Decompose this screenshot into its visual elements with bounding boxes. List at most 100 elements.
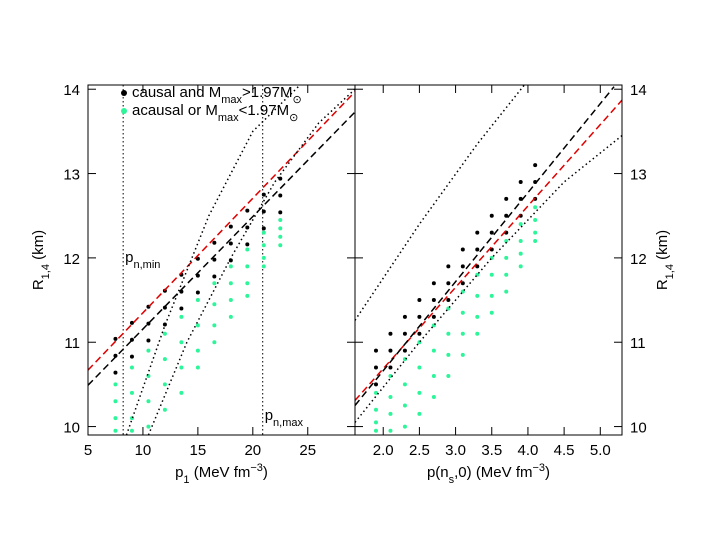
fit-line	[355, 86, 615, 406]
data-point	[162, 382, 167, 387]
fit-line	[88, 111, 355, 386]
data-point	[212, 257, 217, 262]
data-point	[162, 331, 167, 336]
y-tick-label: 13	[630, 167, 647, 184]
data-point	[533, 163, 538, 168]
data-point	[402, 424, 407, 429]
data-point	[146, 348, 151, 353]
data-point	[228, 264, 233, 269]
text-segment: causal and M	[132, 84, 221, 101]
data-point	[261, 264, 266, 269]
data-point	[460, 331, 465, 336]
data-point	[475, 331, 480, 336]
x-tick-label: 25	[299, 442, 316, 459]
x-tick-label: 15	[190, 442, 207, 459]
y-tick-label: 14	[630, 82, 647, 99]
x-tick-label: 2.0	[373, 442, 394, 459]
data-point	[245, 264, 250, 269]
data-point	[417, 390, 422, 395]
text-segment: −3	[250, 462, 263, 474]
text-segment: p(n	[427, 464, 449, 481]
data-point	[518, 222, 523, 227]
data-point	[533, 217, 538, 222]
y-tick-label: 14	[63, 82, 80, 99]
text-segment: max	[218, 112, 239, 124]
data-point	[533, 239, 538, 244]
data-point	[113, 428, 118, 433]
data-point	[261, 209, 266, 214]
data-point	[162, 305, 167, 310]
y-axis-label: R1,4 (km)	[30, 230, 52, 290]
text-segment: >1.97M	[242, 84, 292, 101]
data-point	[212, 302, 217, 307]
data-point	[489, 293, 494, 298]
data-point	[212, 240, 217, 245]
data-point	[402, 403, 407, 408]
text-segment: )	[545, 464, 550, 481]
data-point	[146, 338, 151, 343]
data-point	[179, 340, 184, 345]
annotation: pn,max	[265, 407, 304, 429]
data-point	[129, 416, 134, 421]
text-segment: p	[265, 407, 273, 424]
data-point	[504, 255, 509, 260]
data-point	[373, 428, 378, 433]
data-point	[228, 298, 233, 303]
data-point	[162, 407, 167, 412]
data-point	[278, 226, 283, 231]
x-tick-label: 10	[135, 442, 152, 459]
data-point	[446, 331, 451, 336]
data-point	[518, 179, 523, 184]
data-point	[417, 298, 422, 303]
legend-marker	[121, 108, 127, 114]
data-point	[278, 193, 283, 198]
data-point	[113, 336, 118, 341]
data-point	[179, 365, 184, 370]
data-point	[446, 264, 451, 269]
data-point	[195, 365, 200, 370]
data-point	[431, 395, 436, 400]
data-point	[518, 264, 523, 269]
x-tick-label: 3.5	[481, 442, 502, 459]
data-point	[373, 382, 378, 387]
data-point	[504, 213, 509, 218]
y-tick-label: 11	[64, 335, 80, 352]
fit-line	[355, 85, 525, 321]
data-point	[388, 348, 393, 353]
data-point	[446, 298, 451, 303]
y-tick-label: 10	[63, 420, 80, 437]
x-tick-label: 4.0	[518, 442, 539, 459]
data-point	[431, 281, 436, 286]
data-point	[179, 306, 184, 311]
data-point	[460, 310, 465, 315]
text-segment: max	[221, 94, 242, 106]
data-point	[460, 289, 465, 294]
data-point	[245, 293, 250, 298]
data-point	[518, 251, 523, 256]
data-point	[402, 348, 407, 353]
data-point	[129, 390, 134, 395]
data-point	[228, 314, 233, 319]
text-segment: p	[125, 249, 133, 266]
data-point	[245, 247, 250, 252]
data-point	[179, 314, 184, 319]
y-tick-label: 12	[630, 251, 647, 268]
data-point	[489, 310, 494, 315]
data-point	[278, 210, 283, 215]
data-point	[195, 323, 200, 328]
legend-marker	[121, 90, 127, 96]
data-point	[373, 407, 378, 412]
text-segment: R	[30, 279, 47, 290]
y-axis-label: R1,4 (km)	[654, 230, 676, 290]
data-point	[129, 320, 134, 325]
data-point	[162, 357, 167, 362]
data-point	[278, 243, 283, 248]
data-point	[504, 272, 509, 277]
text-segment: (MeV fm	[190, 464, 251, 481]
data-point	[373, 420, 378, 425]
data-point	[212, 274, 217, 279]
data-point	[431, 348, 436, 353]
data-point	[113, 399, 118, 404]
data-point	[228, 281, 233, 286]
data-point	[212, 281, 217, 286]
